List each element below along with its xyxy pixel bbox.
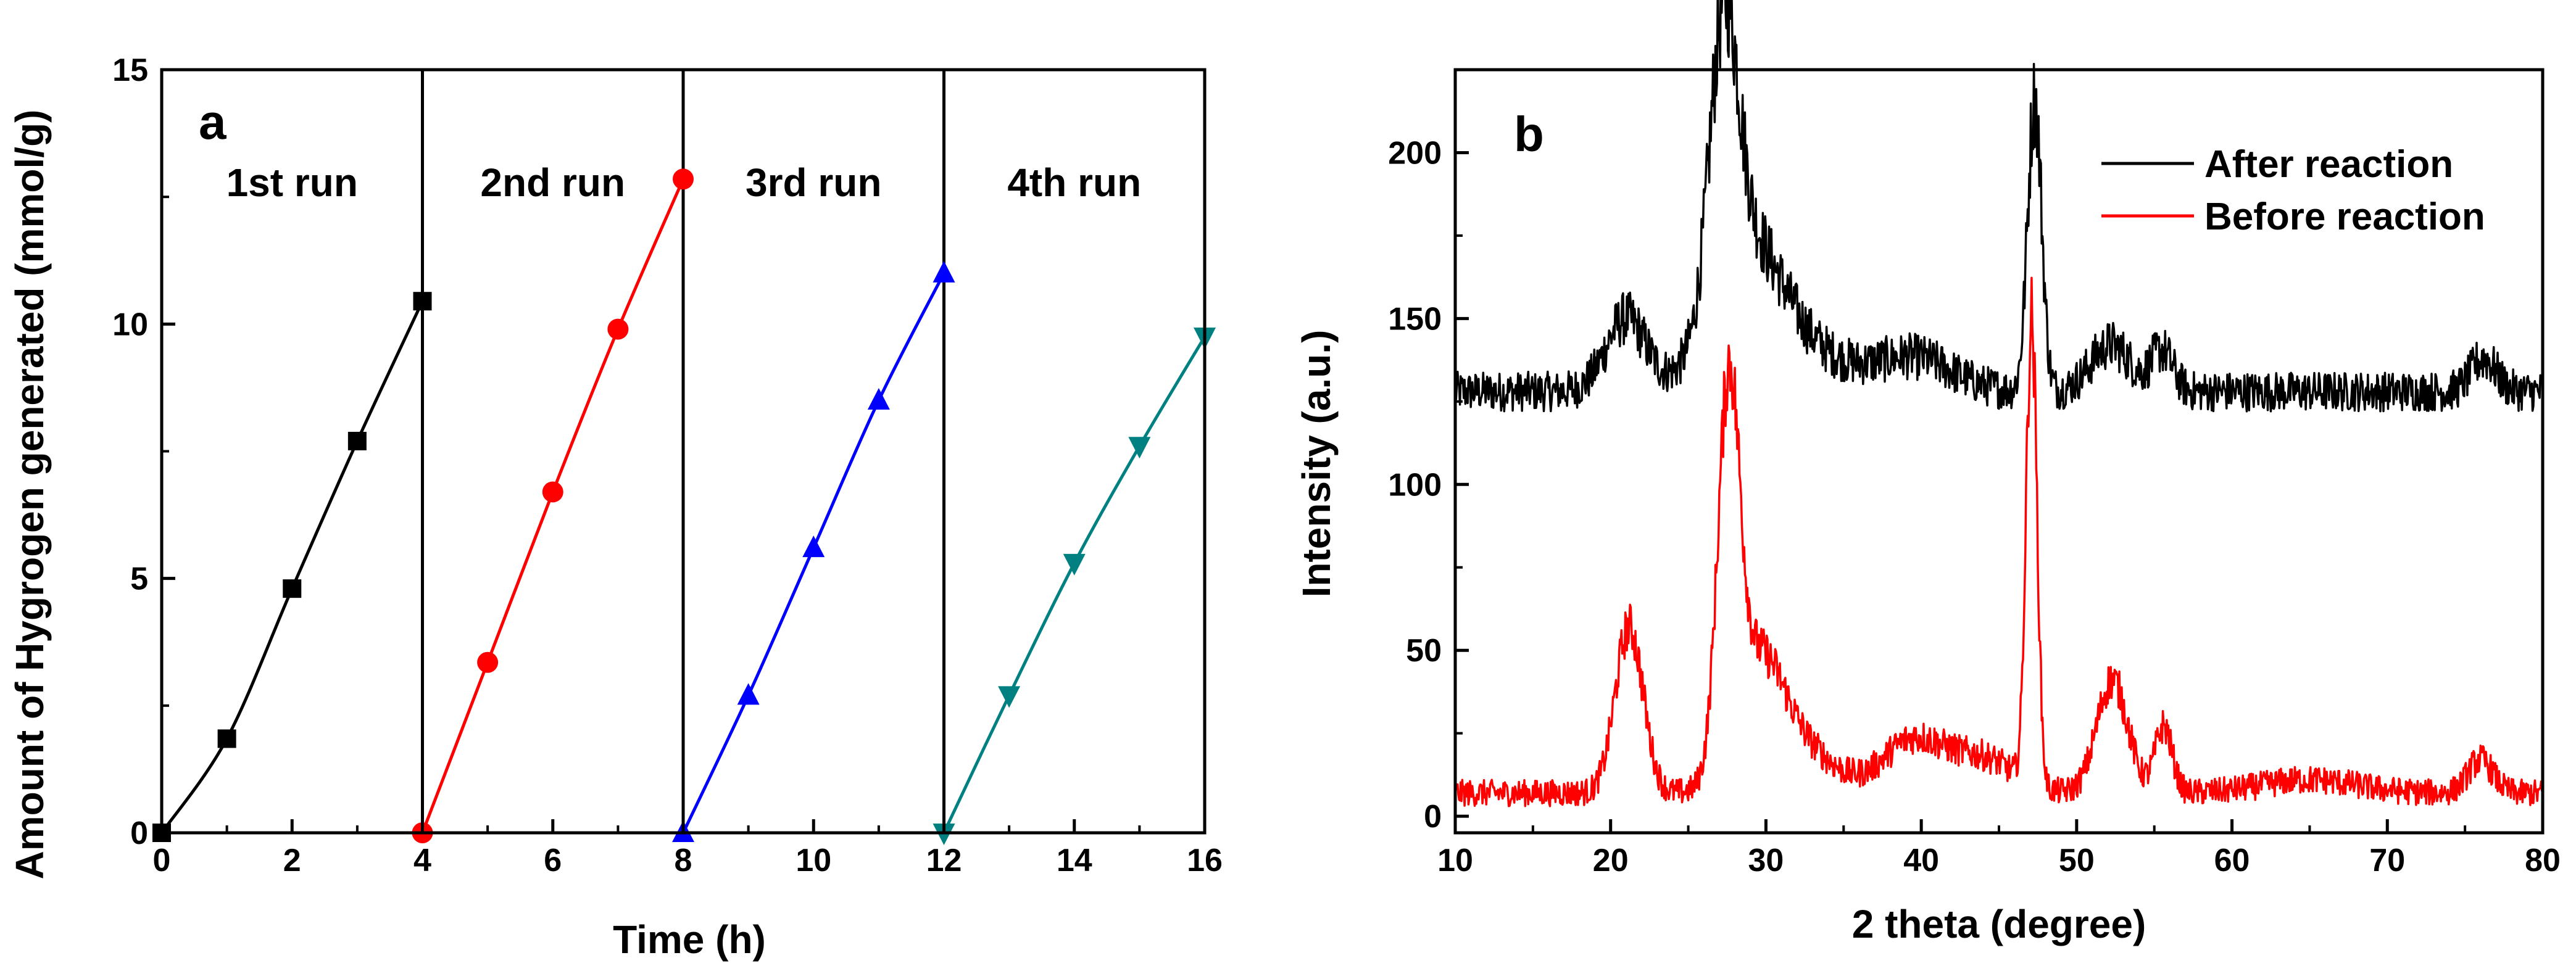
- x-tick-label: 80: [2525, 843, 2561, 878]
- panel-b-y-axis-label: Intensity (a.u.): [1294, 330, 1339, 598]
- run-label-1st: 1st run: [226, 160, 358, 205]
- y-tick-label: 100: [1388, 467, 1442, 503]
- data-point-run-1: [347, 432, 367, 451]
- data-point-run-3: [802, 535, 825, 558]
- data-point-run-1: [413, 292, 432, 311]
- y-tick-label: 0: [130, 816, 148, 851]
- x-tick-label: 2: [283, 843, 301, 878]
- legend-label-after-reaction: After reaction: [2204, 143, 2453, 186]
- data-point-run-1: [217, 729, 236, 748]
- data-point-run-1: [283, 579, 302, 598]
- legend-label-before-reaction: Before reaction: [2204, 196, 2485, 238]
- run-label-2nd: 2nd run: [480, 160, 625, 205]
- series-line-run-4: [942, 336, 1207, 834]
- x-tick-label: 50: [2059, 843, 2095, 878]
- panel-a-x-axis-label: Time (h): [613, 917, 766, 962]
- y-tick-label: 150: [1388, 301, 1442, 337]
- data-point-run-3: [737, 683, 760, 705]
- xrd-pattern-after-reaction: [1454, 0, 2543, 413]
- y-tick-label: 5: [130, 561, 148, 597]
- panel-b: 10 20 30 40 50 60 70 80 0 50 100 150 200 b After rea…: [1294, 0, 2561, 946]
- x-tick-label: 70: [2369, 843, 2405, 878]
- data-point-run-2: [673, 168, 694, 190]
- y-tick-label: 10: [112, 307, 148, 342]
- x-tick-label: 14: [1057, 843, 1092, 878]
- x-tick-label: 20: [1593, 843, 1629, 878]
- panel-b-x-axis-label: 2 theta (degree): [1852, 902, 2146, 946]
- data-point-run-4: [1063, 553, 1086, 576]
- run-label-3rd: 3rd run: [746, 160, 881, 205]
- y-tick-label: 200: [1388, 135, 1442, 171]
- x-tick-label: 40: [1903, 843, 1939, 878]
- panel-a-y-axis-label: Amount of Hygrogen generated (mmol/g): [7, 110, 52, 880]
- data-point-run-2: [542, 481, 563, 503]
- data-point-run-3: [933, 260, 955, 283]
- series-line-run-2: [421, 178, 685, 833]
- data-point-run-4: [998, 686, 1021, 708]
- x-tick-label: 60: [2214, 843, 2250, 878]
- series-line-run-1: [160, 300, 424, 834]
- x-tick-label: 10: [1437, 843, 1473, 878]
- run-label-4th: 4th run: [1007, 160, 1141, 205]
- x-tick-label: 12: [926, 843, 962, 878]
- x-tick-label: 8: [675, 843, 692, 878]
- data-point-run-3: [867, 388, 890, 410]
- panel-a: 0 2 4 6 8 10 12 14 16 0 5 10 15 a 1st run 2nd run 3r…: [7, 52, 1223, 962]
- y-tick-label: 15: [112, 52, 148, 88]
- y-tick-label: 50: [1406, 633, 1442, 669]
- x-tick-label: 4: [413, 843, 431, 878]
- x-tick-label: 16: [1187, 843, 1223, 878]
- y-tick-label: 0: [1424, 799, 1442, 835]
- x-tick-label: 0: [153, 843, 171, 878]
- x-tick-label: 6: [544, 843, 562, 878]
- x-tick-label: 30: [1748, 843, 1784, 878]
- data-point-run-2: [607, 318, 629, 340]
- panel-b-label: b: [1514, 107, 1544, 162]
- data-point-run-2: [477, 651, 499, 673]
- xrd-pattern-before-reaction: [1454, 276, 2544, 808]
- legend: After reaction Before reaction: [2101, 143, 2485, 238]
- x-tick-label: 10: [796, 843, 831, 878]
- data-point-run-4: [1128, 437, 1151, 459]
- panel-a-label: a: [199, 94, 226, 149]
